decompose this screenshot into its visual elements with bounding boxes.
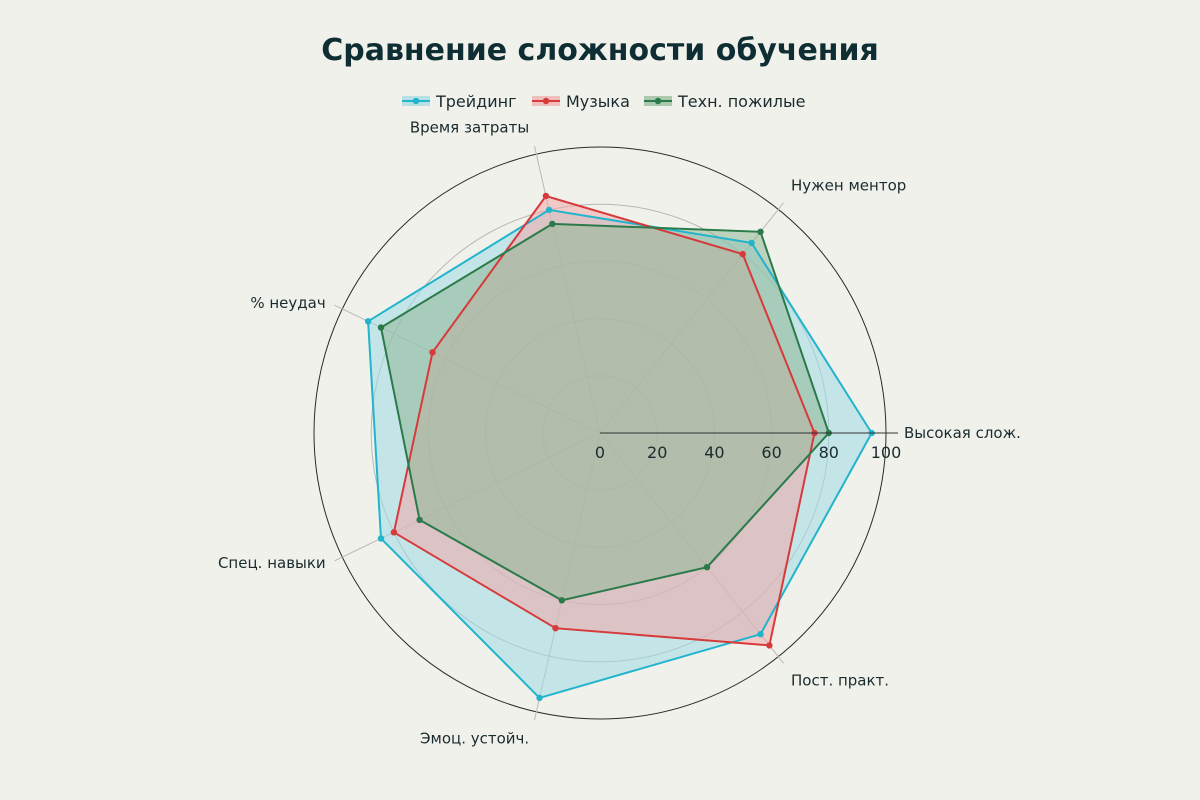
series-point xyxy=(429,349,436,356)
series-line xyxy=(367,208,873,700)
chart-title: Сравнение сложности обучения xyxy=(321,33,879,68)
series-point xyxy=(552,625,559,632)
legend-item: Трейдинг xyxy=(402,92,517,111)
series-layer xyxy=(364,192,875,702)
series-point xyxy=(536,694,543,702)
legend-label: Музыка xyxy=(566,92,630,111)
tick-label: 80 xyxy=(819,443,839,462)
axis-label: Время затраты xyxy=(410,119,529,137)
tick-label: 20 xyxy=(647,443,667,462)
tick-label: 100 xyxy=(871,443,902,462)
series-point xyxy=(549,220,556,228)
legend-marker xyxy=(412,97,420,105)
series-point xyxy=(703,564,711,571)
series-point xyxy=(748,239,755,247)
series-line xyxy=(392,194,816,647)
legend: Трейдинг Музыка Техн. пожилые xyxy=(402,92,805,111)
series-point xyxy=(390,529,398,536)
series-point xyxy=(416,516,423,524)
series-point xyxy=(757,631,764,638)
tick-label: 40 xyxy=(704,443,724,462)
series-area xyxy=(381,223,829,601)
series-point xyxy=(558,597,565,604)
series-point xyxy=(542,192,550,200)
axis-label: Нужен ментор xyxy=(791,177,906,195)
axis-label: Эмоц. устойч. xyxy=(420,730,529,748)
legend-item: Музыка xyxy=(532,92,630,111)
series-point xyxy=(377,535,385,542)
axis-label: Пост. практ. xyxy=(791,672,889,690)
series-point xyxy=(757,228,764,235)
tick-label: 0 xyxy=(595,443,605,462)
axis-label: Спец. навыки xyxy=(218,554,326,572)
legend-marker xyxy=(654,97,662,105)
legend-marker xyxy=(542,97,550,105)
axis-labels: Высокая слож. Нужен ментор Время затраты % … xyxy=(218,119,1021,748)
legend-item: Техн. пожилые xyxy=(644,92,805,111)
axis-label: Высокая слож. xyxy=(904,424,1021,442)
series-point xyxy=(364,318,372,325)
tick-label: 60 xyxy=(761,443,781,462)
series-point xyxy=(739,250,746,258)
series-point xyxy=(377,324,385,331)
series-point xyxy=(545,206,553,214)
radial-ticks: 0 20 40 60 80 100 xyxy=(595,432,902,462)
axis-label: % неудач xyxy=(250,294,325,312)
legend-label: Техн. пожилые xyxy=(677,92,805,111)
series-line xyxy=(379,222,830,602)
series-point xyxy=(766,642,773,649)
legend-label: Трейдинг xyxy=(435,92,517,111)
